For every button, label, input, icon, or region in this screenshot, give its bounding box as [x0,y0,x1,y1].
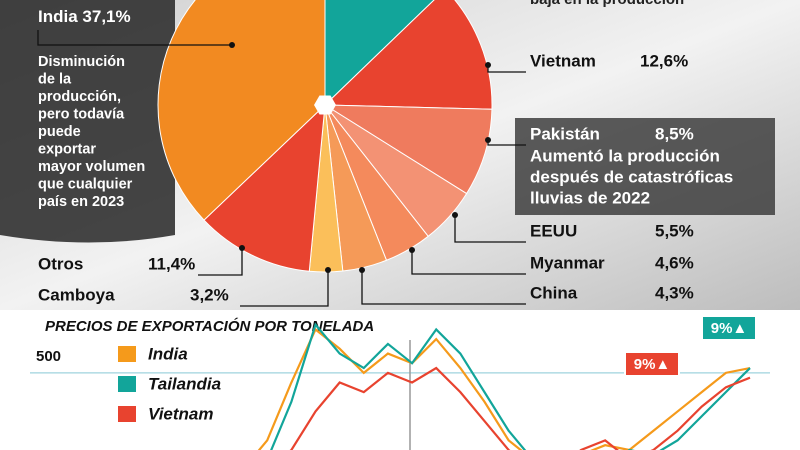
annotation: lluvias de 2022 [530,188,650,207]
legend-label: Vietnam [148,404,214,423]
annotation: mayor volumen [38,159,145,175]
legend-label: Tailandia [148,374,221,393]
legend-swatch [118,376,136,392]
leader-dot [229,42,235,48]
annotation: exportar [38,141,96,157]
leader-dot [325,267,331,273]
slice-value: 37,1% [82,7,130,26]
leader [454,215,526,243]
leader [37,30,232,46]
shadow [515,118,775,215]
slice-name: Pakistán [530,124,600,143]
slice-name: Vietnam [530,51,596,70]
leader-dot [239,245,245,251]
slice-name: Otros [38,254,83,273]
y-tick-label: 500 [36,348,61,365]
slice-name: EEUU [530,221,577,240]
annotation: baja en la producción [530,0,684,8]
slice-value: 12,6% [640,51,688,70]
annotation: de la [38,71,72,87]
annotation: puede [38,124,81,140]
badge [624,351,680,377]
slice-name: Myanmar [530,253,605,272]
slice-value: 8,5% [655,124,694,143]
leader-dot [485,137,491,143]
series-line [289,366,751,450]
pie-slice [324,0,435,107]
annotation: Disminución [38,54,125,70]
slice-value: 11,4% [148,254,195,273]
legend-swatch [118,406,136,422]
pie-slice [157,0,326,221]
leader-dot [452,212,458,218]
annotation: pero todavía [38,106,125,122]
pie-slice [323,104,493,195]
pie-slice [203,103,326,272]
annotation: Aumentó la producción [530,146,720,165]
slice-value: 4,3% [655,283,694,302]
leader [361,270,526,305]
series-line [270,322,751,450]
legend-swatch [118,346,136,362]
leader [411,250,526,275]
plot [257,322,751,450]
annotation: después de catastróficas [530,167,733,186]
slice-name: Camboya [38,285,115,304]
badge [701,315,757,341]
chart-title: PRECIOS DE EXPORTACIÓN POR TONELADA [45,317,374,335]
series-line [257,327,751,450]
slice-value: 4,6% [655,253,694,272]
leader-dot [409,247,415,253]
leader [198,248,243,276]
legend-label: India [148,344,188,363]
badge-label: 9%▲ [634,356,671,373]
leader [240,270,329,307]
slice-name: India [38,7,78,26]
shadow [0,0,175,243]
slice-value: 5,5% [655,221,694,240]
annotation: país en 2023 [38,194,124,210]
pie-slice [323,0,493,110]
badge-label: 9%▲ [711,320,748,337]
annotation: que cualquier [38,176,133,192]
slice-label: India 37,1% [38,7,131,26]
slice-name: China [530,283,578,302]
leader-dot [485,62,491,68]
leader-dot [359,267,365,273]
pie-center [314,95,336,115]
slice-value: 3,2% [190,285,229,304]
annotation: producción, [38,89,121,105]
